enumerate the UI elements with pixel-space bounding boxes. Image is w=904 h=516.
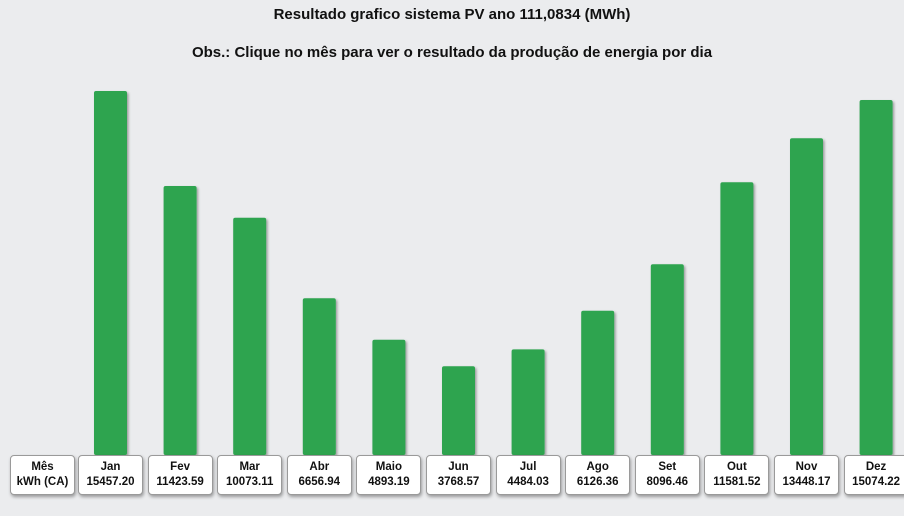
month-cell-ago[interactable]: Ago 6126.36: [565, 455, 631, 495]
month-value: 11581.52: [713, 476, 761, 488]
header-month-label: Mês: [31, 461, 54, 473]
bar-jan[interactable]: [94, 91, 127, 455]
bar-abr[interactable]: [302, 298, 336, 455]
month-value: 8096.46: [646, 476, 689, 488]
month-value: 4484.03: [507, 476, 549, 488]
header-unit-label: kWh (CA): [16, 476, 69, 488]
month-value: 6656.94: [298, 476, 341, 488]
month-cell-out[interactable]: Out 11581.52: [704, 455, 770, 495]
bar-jul[interactable]: [511, 349, 545, 455]
table-header-cell: Mês kWh (CA): [10, 455, 75, 495]
bar-ago[interactable]: [581, 310, 615, 455]
month-value: 15074.22: [852, 476, 901, 488]
month-cell-jun[interactable]: Jun 3768.57: [426, 455, 491, 495]
chart-subtitle: Obs.: Clique no mês para ver o resultado…: [191, 44, 713, 61]
bar-out[interactable]: [720, 182, 754, 456]
month-cell-dez[interactable]: Dez 15074.22: [843, 455, 904, 495]
month-label: Dez: [865, 461, 887, 473]
month-label: Mar: [239, 461, 260, 473]
month-value: 15457.20: [86, 476, 135, 488]
month-value: 3768.57: [437, 476, 480, 488]
month-cell-jul[interactable]: Jul 4484.03: [495, 455, 561, 495]
month-label: Maio: [375, 461, 402, 473]
month-label: Jul: [519, 461, 537, 473]
bar-set[interactable]: [650, 264, 684, 455]
month-value: 13448.17: [782, 476, 831, 488]
month-label: Out: [726, 461, 747, 473]
month-label: Set: [658, 461, 677, 473]
month-label: Jun: [448, 461, 469, 473]
bar-fev[interactable]: [163, 186, 197, 455]
month-value: 11423.59: [156, 476, 204, 488]
bar-maio[interactable]: [372, 339, 406, 455]
month-cell-jan[interactable]: Jan 15457.20: [78, 455, 143, 495]
bars-group: [94, 91, 893, 456]
month-cell-abr[interactable]: Abr 6656.94: [286, 455, 352, 495]
month-value: 10073.11: [226, 476, 274, 488]
month-cell-fev[interactable]: Fev 11423.59: [147, 455, 213, 495]
month-label: Abr: [309, 461, 330, 473]
bar-dez[interactable]: [859, 100, 893, 455]
bar-jun[interactable]: [442, 366, 475, 455]
bar-mar[interactable]: [233, 217, 267, 455]
chart-title: Resultado grafico sistema PV ano 111,083…: [273, 6, 631, 23]
month-label: Ago: [586, 461, 609, 473]
month-cell-nov[interactable]: Nov 13448.17: [774, 455, 839, 495]
month-value: 4893.19: [368, 476, 410, 488]
month-cell-mar[interactable]: Mar 10073.11: [217, 455, 283, 495]
month-value: 6126.36: [576, 476, 619, 488]
month-cell-set[interactable]: Set 8096.46: [634, 455, 700, 495]
month-label: Nov: [795, 461, 818, 473]
month-cell-maio[interactable]: Maio 4893.19: [356, 455, 422, 495]
bar-nov[interactable]: [790, 138, 823, 456]
month-label: Jan: [100, 461, 121, 473]
month-label: Fev: [170, 461, 190, 473]
